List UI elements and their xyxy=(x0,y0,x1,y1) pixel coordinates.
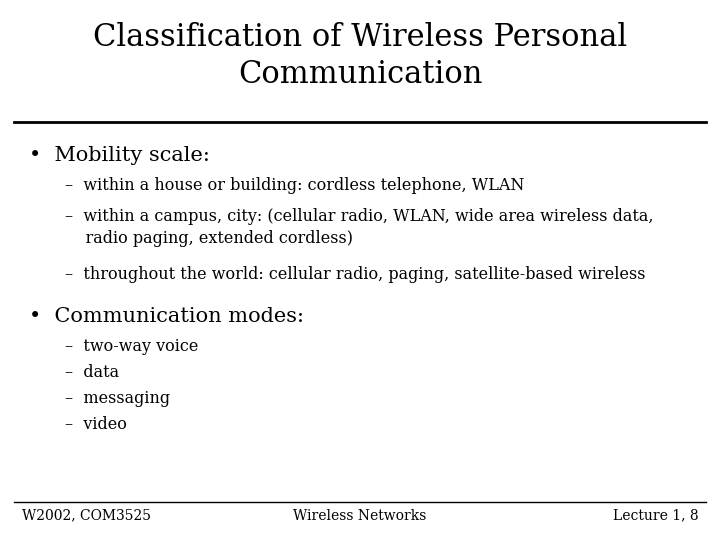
Text: –  two-way voice: – two-way voice xyxy=(65,338,198,355)
Text: –  video: – video xyxy=(65,416,127,433)
Text: –  within a campus, city: (cellular radio, WLAN, wide area wireless data,
    ra: – within a campus, city: (cellular radio… xyxy=(65,208,653,247)
Text: –  throughout the world: cellular radio, paging, satellite-based wireless: – throughout the world: cellular radio, … xyxy=(65,266,645,282)
Text: Wireless Networks: Wireless Networks xyxy=(293,509,427,523)
Text: W2002, COM3525: W2002, COM3525 xyxy=(22,509,150,523)
Text: Classification of Wireless Personal
Communication: Classification of Wireless Personal Comm… xyxy=(93,22,627,90)
Text: •  Mobility scale:: • Mobility scale: xyxy=(29,146,210,165)
Text: •  Communication modes:: • Communication modes: xyxy=(29,307,304,326)
Text: –  data: – data xyxy=(65,364,119,381)
Text: Lecture 1, 8: Lecture 1, 8 xyxy=(613,509,698,523)
Text: –  within a house or building: cordless telephone, WLAN: – within a house or building: cordless t… xyxy=(65,177,524,194)
Text: –  messaging: – messaging xyxy=(65,390,170,407)
